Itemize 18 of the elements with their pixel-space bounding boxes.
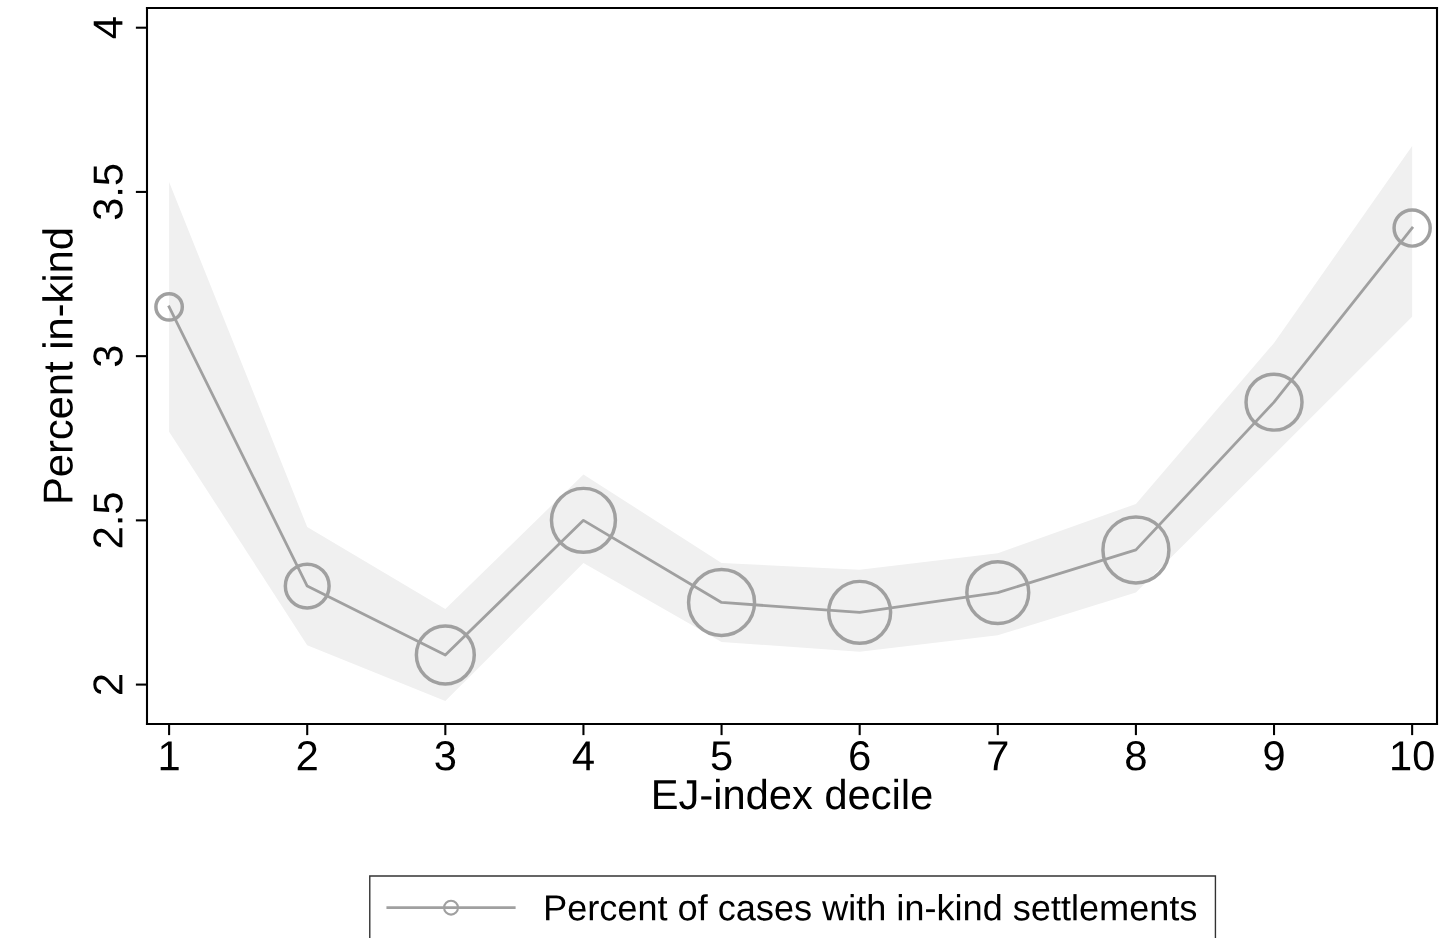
x-tick-label: 8 <box>1126 741 1146 771</box>
x-tick-label: 1 <box>160 741 179 771</box>
y-tick-label: 2.5 <box>93 493 123 548</box>
x-tick-label: 3 <box>435 741 456 771</box>
x-tick-label: 9 <box>1264 741 1284 771</box>
y-tick-label: 3 <box>93 346 123 367</box>
legend-label: Percent of cases with in-kind settlements <box>546 894 1197 921</box>
x-tick-label: 7 <box>988 741 1008 771</box>
x-tick-label: 10 <box>1392 741 1434 771</box>
y-tick-label: 4 <box>93 17 123 39</box>
x-tick-label: 2 <box>297 741 317 771</box>
y-axis-title: Percent in-kind <box>42 229 73 502</box>
y-tick-label: 3.5 <box>93 164 123 220</box>
x-axis-title: EJ-index decile <box>654 778 932 810</box>
x-tick-label: 5 <box>711 741 732 771</box>
x-tick-label: 4 <box>572 741 594 771</box>
y-tick-label: 2 <box>93 675 123 695</box>
x-tick-label: 6 <box>850 741 870 771</box>
